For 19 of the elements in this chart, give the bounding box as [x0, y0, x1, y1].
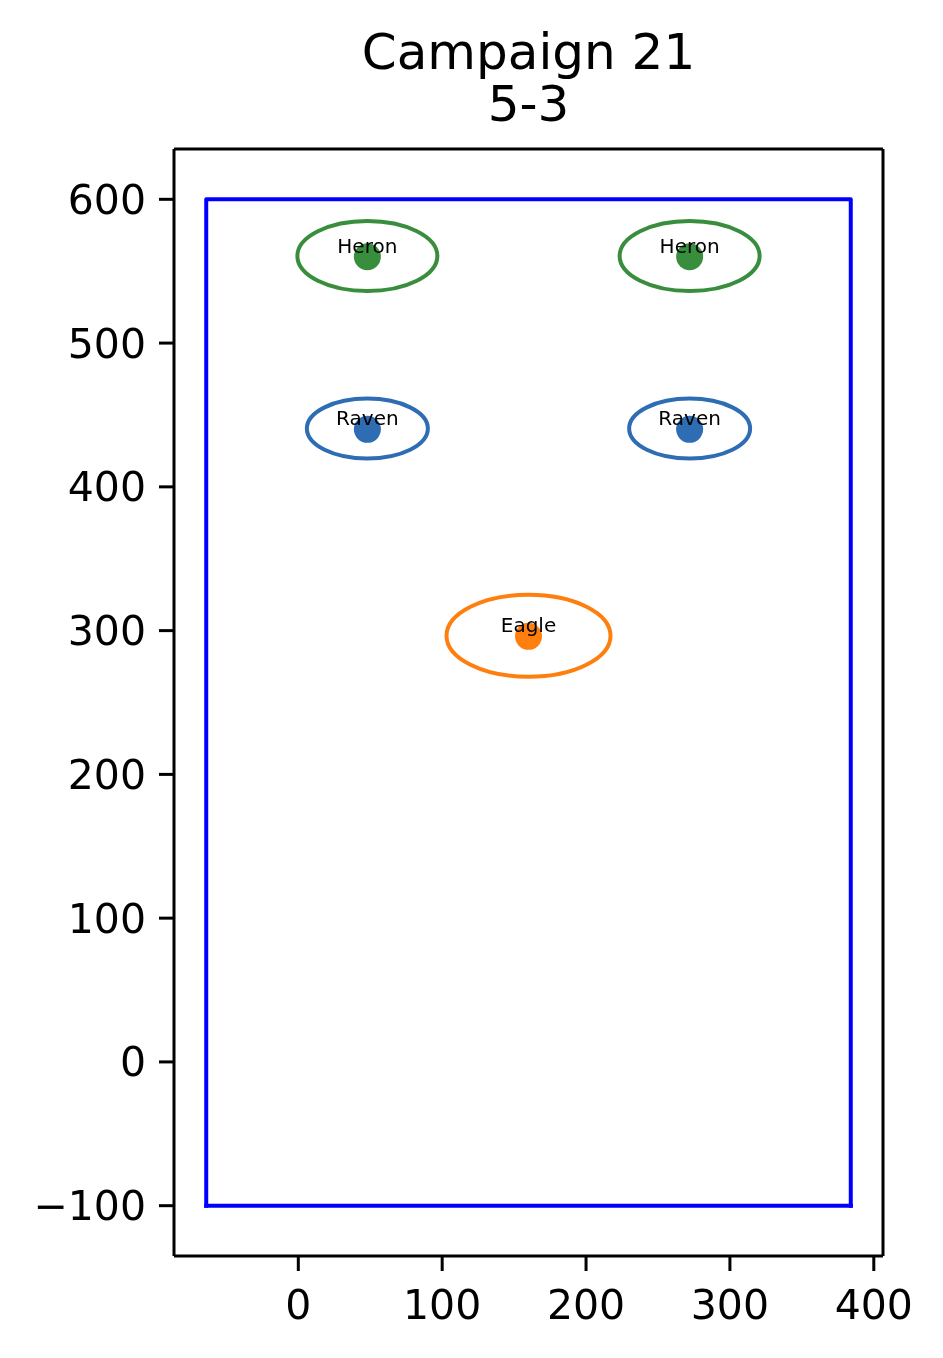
y-tick-label: 100: [67, 894, 146, 943]
x-tick-label: 300: [690, 1281, 770, 1330]
y-tick-label: 200: [67, 750, 146, 799]
y-tick-label: 400: [67, 463, 146, 512]
y-tick-label: 600: [67, 175, 146, 224]
chart-title: Campaign 21: [360, 23, 697, 81]
y-tick-label: −100: [33, 1182, 146, 1231]
y-tick-label: 0: [119, 1038, 146, 1087]
series-label: Heron: [659, 233, 720, 258]
x-tick-label: 200: [546, 1281, 626, 1330]
y-tick-label: 500: [67, 319, 146, 368]
text: Raven: [336, 406, 399, 431]
series-label: Raven: [658, 406, 721, 431]
x-tick-label: 400: [834, 1281, 913, 1330]
x-tick-label: 100: [403, 1281, 482, 1330]
text: Heron: [337, 233, 398, 258]
y-tick-label: 300: [67, 607, 146, 656]
x-tick-label: 0: [285, 1281, 312, 1330]
series-label: Eagle: [500, 613, 557, 638]
